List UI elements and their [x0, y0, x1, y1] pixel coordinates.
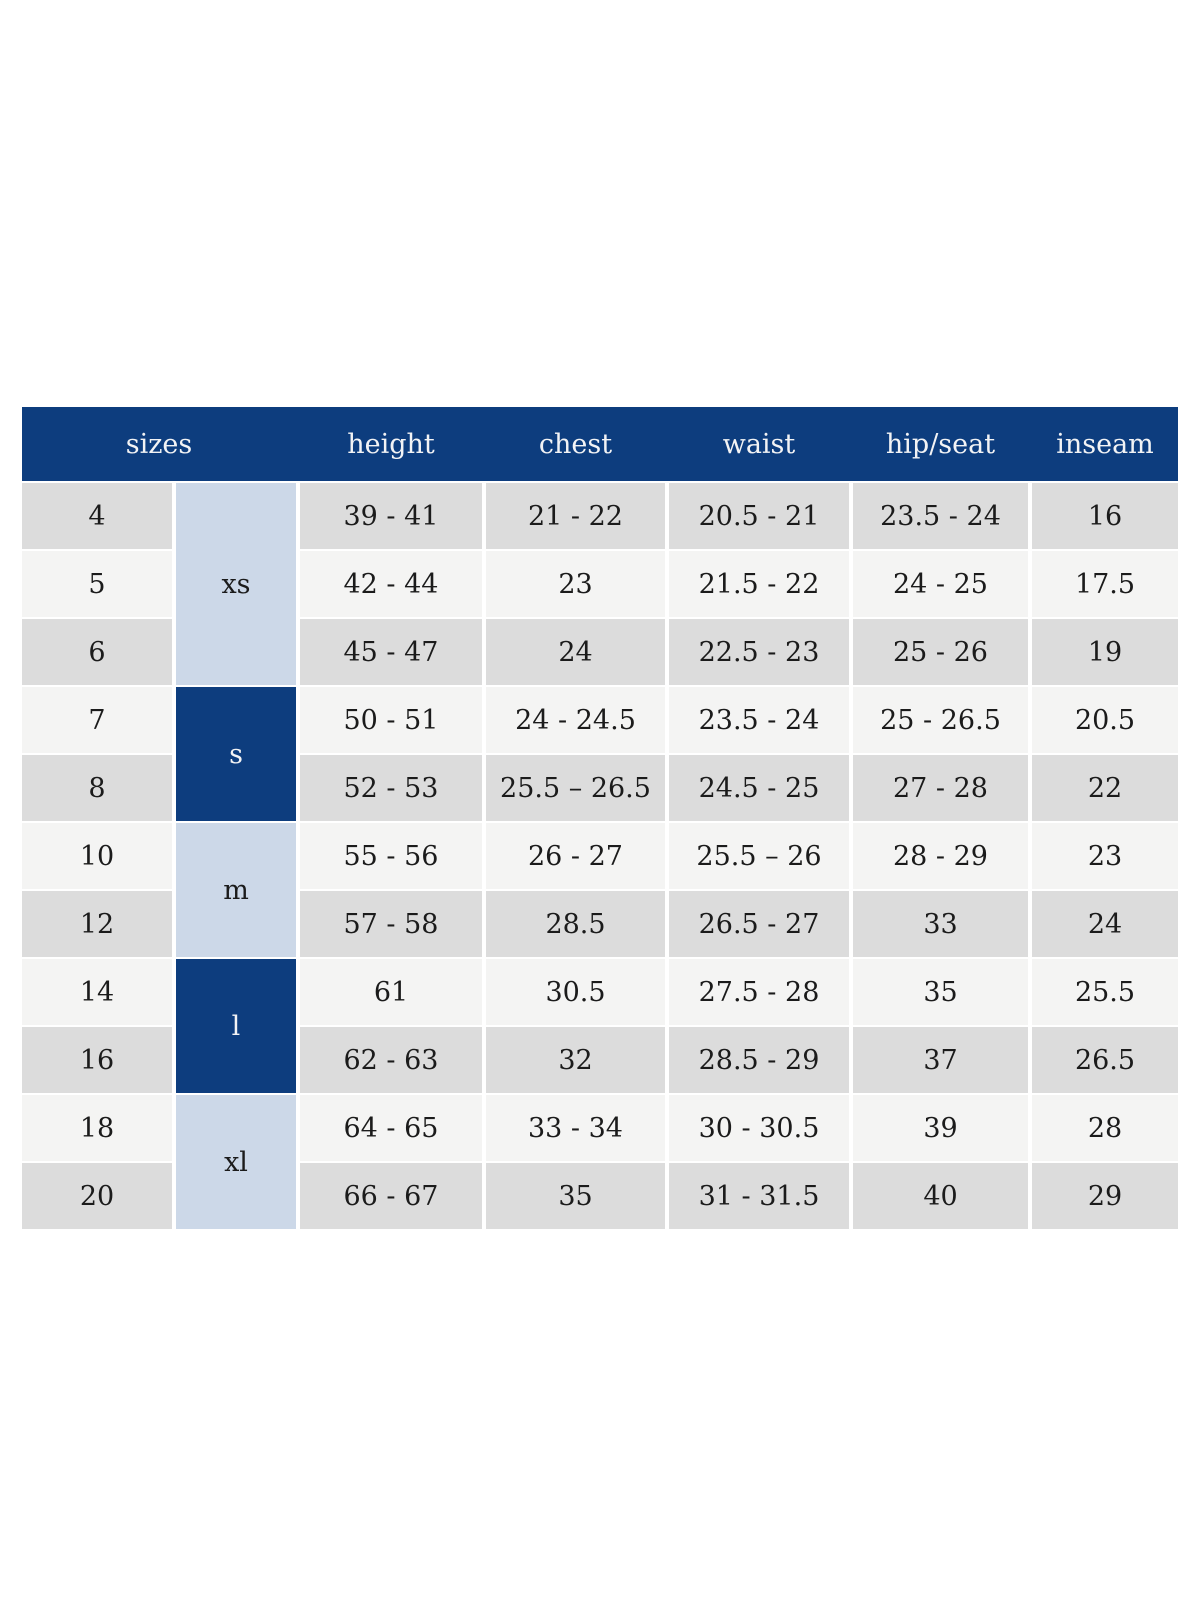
group-cell-s: s	[176, 687, 296, 821]
group-cell-m: m	[176, 823, 296, 957]
height-cell: 50 - 51	[300, 687, 482, 753]
hip-seat-cell: 28 - 29	[853, 823, 1028, 889]
hip-seat-cell: 25 - 26	[853, 619, 1028, 685]
waist-cell: 24.5 - 25	[669, 755, 849, 821]
size-cell-5: 5	[22, 551, 172, 617]
hip-seat-cell: 33	[853, 891, 1028, 957]
chest-cell: 28.5	[486, 891, 665, 957]
waist-cell: 26.5 - 27	[669, 891, 849, 957]
size-cell-12: 12	[22, 891, 172, 957]
size-cell-4: 4	[22, 483, 172, 549]
waist-cell: 31 - 31.5	[669, 1163, 849, 1229]
chest-cell: 21 - 22	[486, 483, 665, 549]
size-cell-18: 18	[22, 1095, 172, 1161]
chest-cell: 33 - 34	[486, 1095, 665, 1161]
waist-cell: 25.5 – 26	[669, 823, 849, 889]
inseam-cell: 19	[1032, 619, 1178, 685]
height-cell: 45 - 47	[300, 619, 482, 685]
header-height: height	[347, 428, 435, 460]
hip-seat-cell: 27 - 28	[853, 755, 1028, 821]
chest-cell: 25.5 – 26.5	[486, 755, 665, 821]
chest-cell: 26 - 27	[486, 823, 665, 889]
inseam-cell: 20.5	[1032, 687, 1178, 753]
size-cell-10: 10	[22, 823, 172, 889]
size-chart-table: sizes height chest waist hip/seat inseam…	[22, 407, 1178, 1229]
size-cell-14: 14	[22, 959, 172, 1025]
inseam-cell: 29	[1032, 1163, 1178, 1229]
table-header-row: sizes height chest waist hip/seat inseam	[22, 407, 1178, 481]
inseam-cell: 25.5	[1032, 959, 1178, 1025]
height-cell: 39 - 41	[300, 483, 482, 549]
group-cell-xl: xl	[176, 1095, 296, 1229]
height-cell: 66 - 67	[300, 1163, 482, 1229]
waist-cell: 21.5 - 22	[669, 551, 849, 617]
height-cell: 57 - 58	[300, 891, 482, 957]
group-cell-xs: xs	[176, 483, 296, 685]
height-cell: 42 - 44	[300, 551, 482, 617]
height-cell: 52 - 53	[300, 755, 482, 821]
waist-cell: 20.5 - 21	[669, 483, 849, 549]
waist-cell: 28.5 - 29	[669, 1027, 849, 1093]
chest-cell: 24 - 24.5	[486, 687, 665, 753]
height-cell: 55 - 56	[300, 823, 482, 889]
inseam-cell: 22	[1032, 755, 1178, 821]
size-cell-20: 20	[22, 1163, 172, 1229]
inseam-cell: 23	[1032, 823, 1178, 889]
waist-cell: 27.5 - 28	[669, 959, 849, 1025]
header-inseam: inseam	[1056, 428, 1154, 460]
chest-cell: 35	[486, 1163, 665, 1229]
hip-seat-cell: 23.5 - 24	[853, 483, 1028, 549]
height-cell: 61	[300, 959, 482, 1025]
chest-cell: 23	[486, 551, 665, 617]
chest-cell: 32	[486, 1027, 665, 1093]
inseam-cell: 28	[1032, 1095, 1178, 1161]
hip-seat-cell: 39	[853, 1095, 1028, 1161]
size-cell-6: 6	[22, 619, 172, 685]
size-cell-8: 8	[22, 755, 172, 821]
table-body: 4 xs 39 - 41 21 - 22 20.5 - 21 23.5 - 24…	[22, 483, 1178, 1229]
waist-cell: 30 - 30.5	[669, 1095, 849, 1161]
height-cell: 62 - 63	[300, 1027, 482, 1093]
header-hip-seat: hip/seat	[885, 428, 996, 460]
size-cell-16: 16	[22, 1027, 172, 1093]
inseam-cell: 26.5	[1032, 1027, 1178, 1093]
hip-seat-cell: 35	[853, 959, 1028, 1025]
header-sizes: sizes	[125, 428, 193, 460]
header-chest: chest	[538, 428, 613, 460]
height-cell: 64 - 65	[300, 1095, 482, 1161]
inseam-cell: 17.5	[1032, 551, 1178, 617]
hip-seat-cell: 24 - 25	[853, 551, 1028, 617]
size-cell-7: 7	[22, 687, 172, 753]
hip-seat-cell: 37	[853, 1027, 1028, 1093]
inseam-cell: 16	[1032, 483, 1178, 549]
hip-seat-cell: 40	[853, 1163, 1028, 1229]
waist-cell: 23.5 - 24	[669, 687, 849, 753]
group-cell-l: l	[176, 959, 296, 1093]
waist-cell: 22.5 - 23	[669, 619, 849, 685]
hip-seat-cell: 25 - 26.5	[853, 687, 1028, 753]
header-waist: waist	[722, 428, 796, 460]
chest-cell: 24	[486, 619, 665, 685]
chest-cell: 30.5	[486, 959, 665, 1025]
inseam-cell: 24	[1032, 891, 1178, 957]
